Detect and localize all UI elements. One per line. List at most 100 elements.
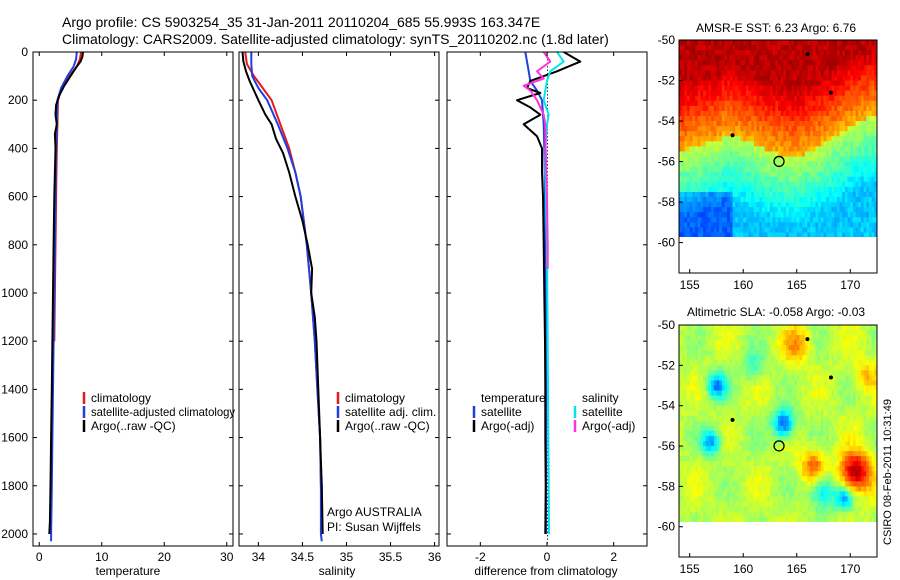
map-cell — [772, 350, 776, 356]
map-cell — [828, 115, 832, 122]
map-cell — [874, 350, 877, 356]
map-cell — [812, 415, 816, 422]
map-cell — [697, 415, 701, 422]
map-cell — [705, 85, 709, 92]
map-cell — [844, 390, 848, 397]
map-cell — [719, 50, 723, 56]
map-cell — [783, 197, 787, 203]
map-cell — [761, 100, 766, 107]
map-cell — [735, 50, 739, 56]
map-cell — [780, 370, 784, 376]
map-cell — [735, 141, 739, 147]
map-cell — [796, 202, 800, 208]
map-cell — [796, 212, 800, 218]
map-cell — [839, 141, 843, 147]
map-cell — [727, 50, 731, 56]
map-cell — [786, 227, 790, 233]
map-cell — [681, 110, 685, 117]
map-cell — [761, 166, 766, 173]
map-cell — [708, 105, 712, 112]
map-cell — [689, 400, 693, 407]
map-cell — [727, 420, 731, 427]
map-cell — [788, 217, 792, 223]
map-cell — [679, 207, 683, 213]
map-cell — [871, 395, 875, 402]
map-cell — [767, 375, 771, 381]
map-cell — [716, 430, 720, 437]
map-cell — [836, 110, 840, 117]
map-cell — [799, 350, 803, 356]
map-cell — [705, 197, 709, 203]
map-cell — [700, 55, 704, 61]
map-cell — [804, 156, 808, 162]
map-cell — [732, 345, 736, 351]
map-cell — [786, 435, 790, 442]
map-cell — [767, 156, 771, 162]
map-cell — [858, 345, 862, 351]
map-cell — [769, 171, 774, 178]
map-cell — [844, 131, 848, 137]
map-cell — [868, 60, 873, 66]
map-cell — [812, 95, 816, 102]
map-cell — [703, 227, 707, 233]
map-cell — [711, 136, 715, 142]
map-cell — [735, 181, 739, 188]
map-cell — [681, 131, 685, 137]
map-cell — [711, 126, 715, 132]
map-cell — [716, 385, 720, 391]
map-cell — [684, 370, 688, 376]
map-cell — [711, 171, 715, 178]
map-cell — [788, 146, 792, 152]
map-cell — [705, 222, 709, 228]
map-cell — [753, 110, 757, 117]
map-cell — [735, 171, 739, 178]
map-cell — [807, 156, 811, 162]
map-cell — [866, 232, 870, 237]
map-cell — [815, 202, 819, 208]
map-cell — [740, 80, 744, 86]
map-cell — [807, 212, 811, 218]
map-cell — [791, 212, 795, 218]
map-cell — [852, 395, 856, 402]
map-cell — [850, 395, 854, 402]
map-cell — [804, 330, 808, 336]
map-cell — [855, 425, 859, 432]
map-cell — [842, 430, 846, 437]
map-cell — [719, 136, 723, 142]
map-cell — [703, 330, 707, 336]
map-cell — [839, 197, 843, 203]
map-cell — [791, 146, 795, 152]
map-cell — [823, 435, 827, 442]
map-cell — [839, 335, 843, 341]
map-cell — [844, 325, 848, 331]
map-cell — [740, 95, 744, 102]
map-cell — [778, 166, 782, 173]
map-cell — [780, 60, 784, 66]
map-cell — [684, 100, 688, 107]
map-cell — [767, 202, 771, 208]
map-cell — [807, 176, 811, 183]
map-cell — [748, 355, 752, 361]
map-cell — [788, 141, 792, 147]
map-cell — [860, 100, 865, 107]
map-cell — [713, 227, 717, 233]
map-cell — [815, 441, 819, 447]
map-cell — [708, 191, 712, 198]
map-cell — [767, 345, 771, 351]
map-cell — [732, 420, 736, 427]
map-cell — [786, 350, 790, 356]
map-cell — [697, 141, 701, 147]
map-cell — [761, 355, 766, 361]
map-cell — [689, 100, 693, 107]
map-cell — [823, 360, 827, 366]
map-cell — [703, 370, 707, 376]
map-cell — [737, 65, 741, 71]
map-cell — [826, 100, 830, 107]
map-cell — [748, 181, 752, 188]
map-cell — [874, 105, 877, 112]
map-cell — [783, 105, 787, 112]
map-cell — [860, 365, 865, 371]
map-cell — [729, 80, 733, 86]
map-cell — [866, 50, 870, 56]
map-cell — [756, 151, 760, 157]
